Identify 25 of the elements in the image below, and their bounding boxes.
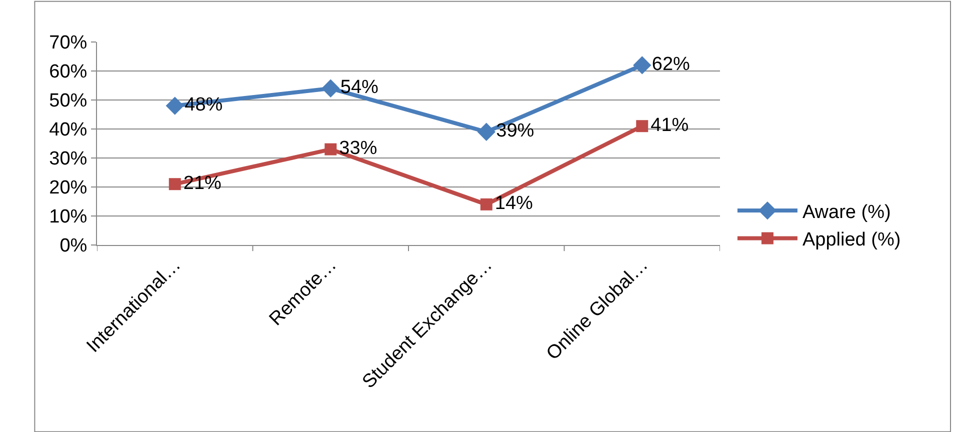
y-tick-label: 10% <box>49 206 88 228</box>
y-tick-label: 50% <box>49 90 88 112</box>
point <box>633 56 652 74</box>
y-tick-label: 70% <box>49 32 88 54</box>
y-tick-label: 60% <box>49 62 88 83</box>
y-tick-label: 40% <box>49 120 88 141</box>
data-label: 39% <box>496 120 534 142</box>
point <box>636 120 648 132</box>
point <box>480 198 492 210</box>
data-label: 33% <box>339 138 378 160</box>
legend-label: Aware (%) <box>802 202 891 223</box>
y-tick-label: 0% <box>60 236 88 257</box>
data-label: 41% <box>650 114 689 136</box>
point <box>477 122 496 141</box>
point <box>166 96 184 115</box>
y-tick-label: 30% <box>49 148 88 170</box>
legend-label: Applied (%) <box>802 230 901 251</box>
y-tick-label: 20% <box>49 178 88 199</box>
data-label: 62% <box>652 54 690 75</box>
point <box>322 79 340 98</box>
point <box>324 143 337 156</box>
data-label: 54% <box>340 77 379 98</box>
data-label: 14% <box>494 193 534 214</box>
point <box>168 178 181 190</box>
data-label: 21% <box>183 172 222 194</box>
